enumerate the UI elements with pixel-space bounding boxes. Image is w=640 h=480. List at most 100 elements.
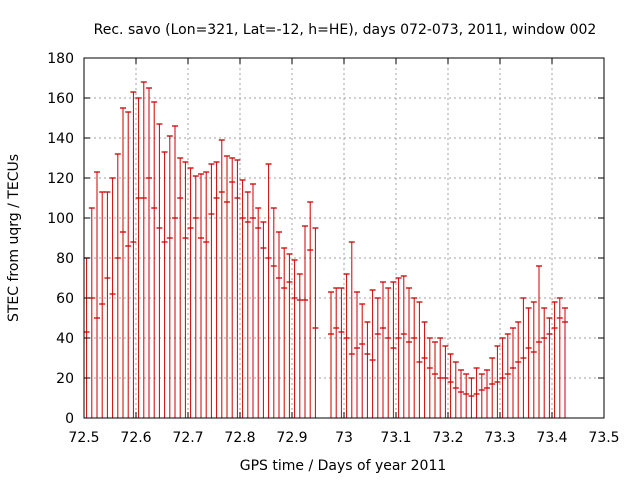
data-point bbox=[276, 231, 282, 418]
data-point bbox=[172, 125, 178, 418]
data-point bbox=[426, 337, 433, 418]
data-point bbox=[229, 157, 236, 418]
x-tick-label: 73.4 bbox=[536, 430, 567, 446]
data-point bbox=[255, 207, 262, 418]
data-point bbox=[452, 361, 459, 418]
data-point bbox=[515, 321, 522, 418]
data-point bbox=[447, 353, 454, 418]
data-point bbox=[536, 265, 542, 418]
data-series bbox=[83, 81, 568, 418]
data-point bbox=[489, 357, 496, 418]
x-tick-label: 73.5 bbox=[588, 430, 619, 446]
data-point bbox=[530, 301, 537, 418]
plot-frame bbox=[83, 57, 605, 419]
data-point bbox=[302, 225, 308, 418]
data-point bbox=[395, 277, 402, 418]
data-point bbox=[286, 253, 293, 418]
data-point bbox=[265, 163, 272, 418]
data-point bbox=[400, 275, 407, 418]
data-point bbox=[541, 307, 548, 418]
data-point bbox=[213, 161, 220, 418]
x-tick-label: 73.3 bbox=[484, 430, 515, 446]
data-point bbox=[140, 81, 147, 418]
data-point bbox=[385, 287, 392, 418]
x-tick-label: 73.1 bbox=[380, 430, 411, 446]
data-point bbox=[468, 377, 475, 418]
data-point bbox=[551, 301, 558, 418]
y-tick-label: 100 bbox=[47, 211, 74, 227]
data-point bbox=[333, 287, 340, 418]
data-point bbox=[125, 111, 132, 418]
plot-border bbox=[83, 57, 605, 419]
y-tick-label: 20 bbox=[56, 371, 74, 387]
data-point bbox=[411, 297, 418, 418]
data-point bbox=[146, 87, 152, 418]
data-point bbox=[463, 373, 470, 418]
data-point bbox=[437, 337, 444, 418]
data-point bbox=[499, 337, 506, 418]
data-point bbox=[510, 327, 516, 418]
data-point bbox=[182, 161, 189, 418]
data-point bbox=[556, 297, 563, 418]
data-point bbox=[291, 259, 298, 418]
data-point bbox=[364, 321, 371, 418]
x-tick-label: 72.7 bbox=[172, 430, 203, 446]
data-point bbox=[114, 153, 121, 418]
data-point bbox=[343, 273, 350, 418]
data-point bbox=[270, 207, 277, 418]
data-point bbox=[156, 123, 163, 418]
data-point bbox=[359, 303, 366, 418]
data-point bbox=[198, 173, 204, 418]
data-point bbox=[203, 171, 210, 418]
data-point bbox=[307, 201, 314, 418]
data-point bbox=[338, 287, 345, 418]
data-point bbox=[151, 101, 158, 418]
data-point bbox=[546, 317, 553, 418]
data-point bbox=[296, 273, 303, 418]
data-point bbox=[130, 91, 137, 418]
data-point bbox=[250, 183, 256, 418]
data-point bbox=[239, 179, 246, 418]
data-point bbox=[478, 373, 485, 418]
tick-labels: 0 20 40 60 80 100 120 140 160 180 72.5 72.6 72.7 72.8… bbox=[47, 51, 619, 446]
data-point bbox=[442, 345, 449, 418]
y-tick-label: 40 bbox=[56, 331, 74, 347]
data-point bbox=[312, 227, 319, 418]
data-point bbox=[208, 163, 215, 418]
data-point bbox=[99, 191, 106, 418]
data-point bbox=[109, 177, 116, 418]
data-point bbox=[104, 191, 111, 418]
x-tick-label: 72.8 bbox=[224, 430, 255, 446]
data-point bbox=[525, 307, 532, 418]
data-point bbox=[260, 221, 267, 418]
y-tick-label: 80 bbox=[56, 251, 74, 267]
data-point bbox=[94, 171, 100, 418]
data-point bbox=[562, 307, 568, 418]
data-point bbox=[369, 289, 376, 418]
chart-title: Rec. savo (Lon=321, Lat=-12, h=HE), days… bbox=[94, 22, 597, 38]
data-point bbox=[177, 157, 184, 418]
data-point bbox=[421, 321, 428, 418]
y-tick-label: 180 bbox=[47, 51, 74, 67]
x-tick-label: 72.5 bbox=[68, 430, 99, 446]
data-point bbox=[328, 291, 334, 418]
y-tick-label: 60 bbox=[56, 291, 74, 307]
data-point bbox=[192, 175, 199, 418]
y-tick-label: 120 bbox=[47, 171, 74, 187]
data-point bbox=[166, 135, 173, 418]
y-axis-label: STEC from uqrg / TECUs bbox=[6, 154, 22, 322]
data-point bbox=[504, 333, 511, 418]
data-point bbox=[484, 369, 490, 418]
data-point bbox=[406, 287, 412, 418]
data-point bbox=[520, 297, 527, 418]
data-point bbox=[354, 291, 360, 418]
data-point bbox=[224, 155, 230, 418]
y-tick-label: 0 bbox=[65, 411, 74, 427]
x-tick-label: 73 bbox=[335, 430, 353, 446]
x-tick-label: 72.9 bbox=[276, 430, 307, 446]
data-point bbox=[380, 281, 386, 418]
data-point bbox=[458, 369, 464, 418]
data-point bbox=[120, 107, 126, 418]
data-point bbox=[281, 247, 288, 418]
